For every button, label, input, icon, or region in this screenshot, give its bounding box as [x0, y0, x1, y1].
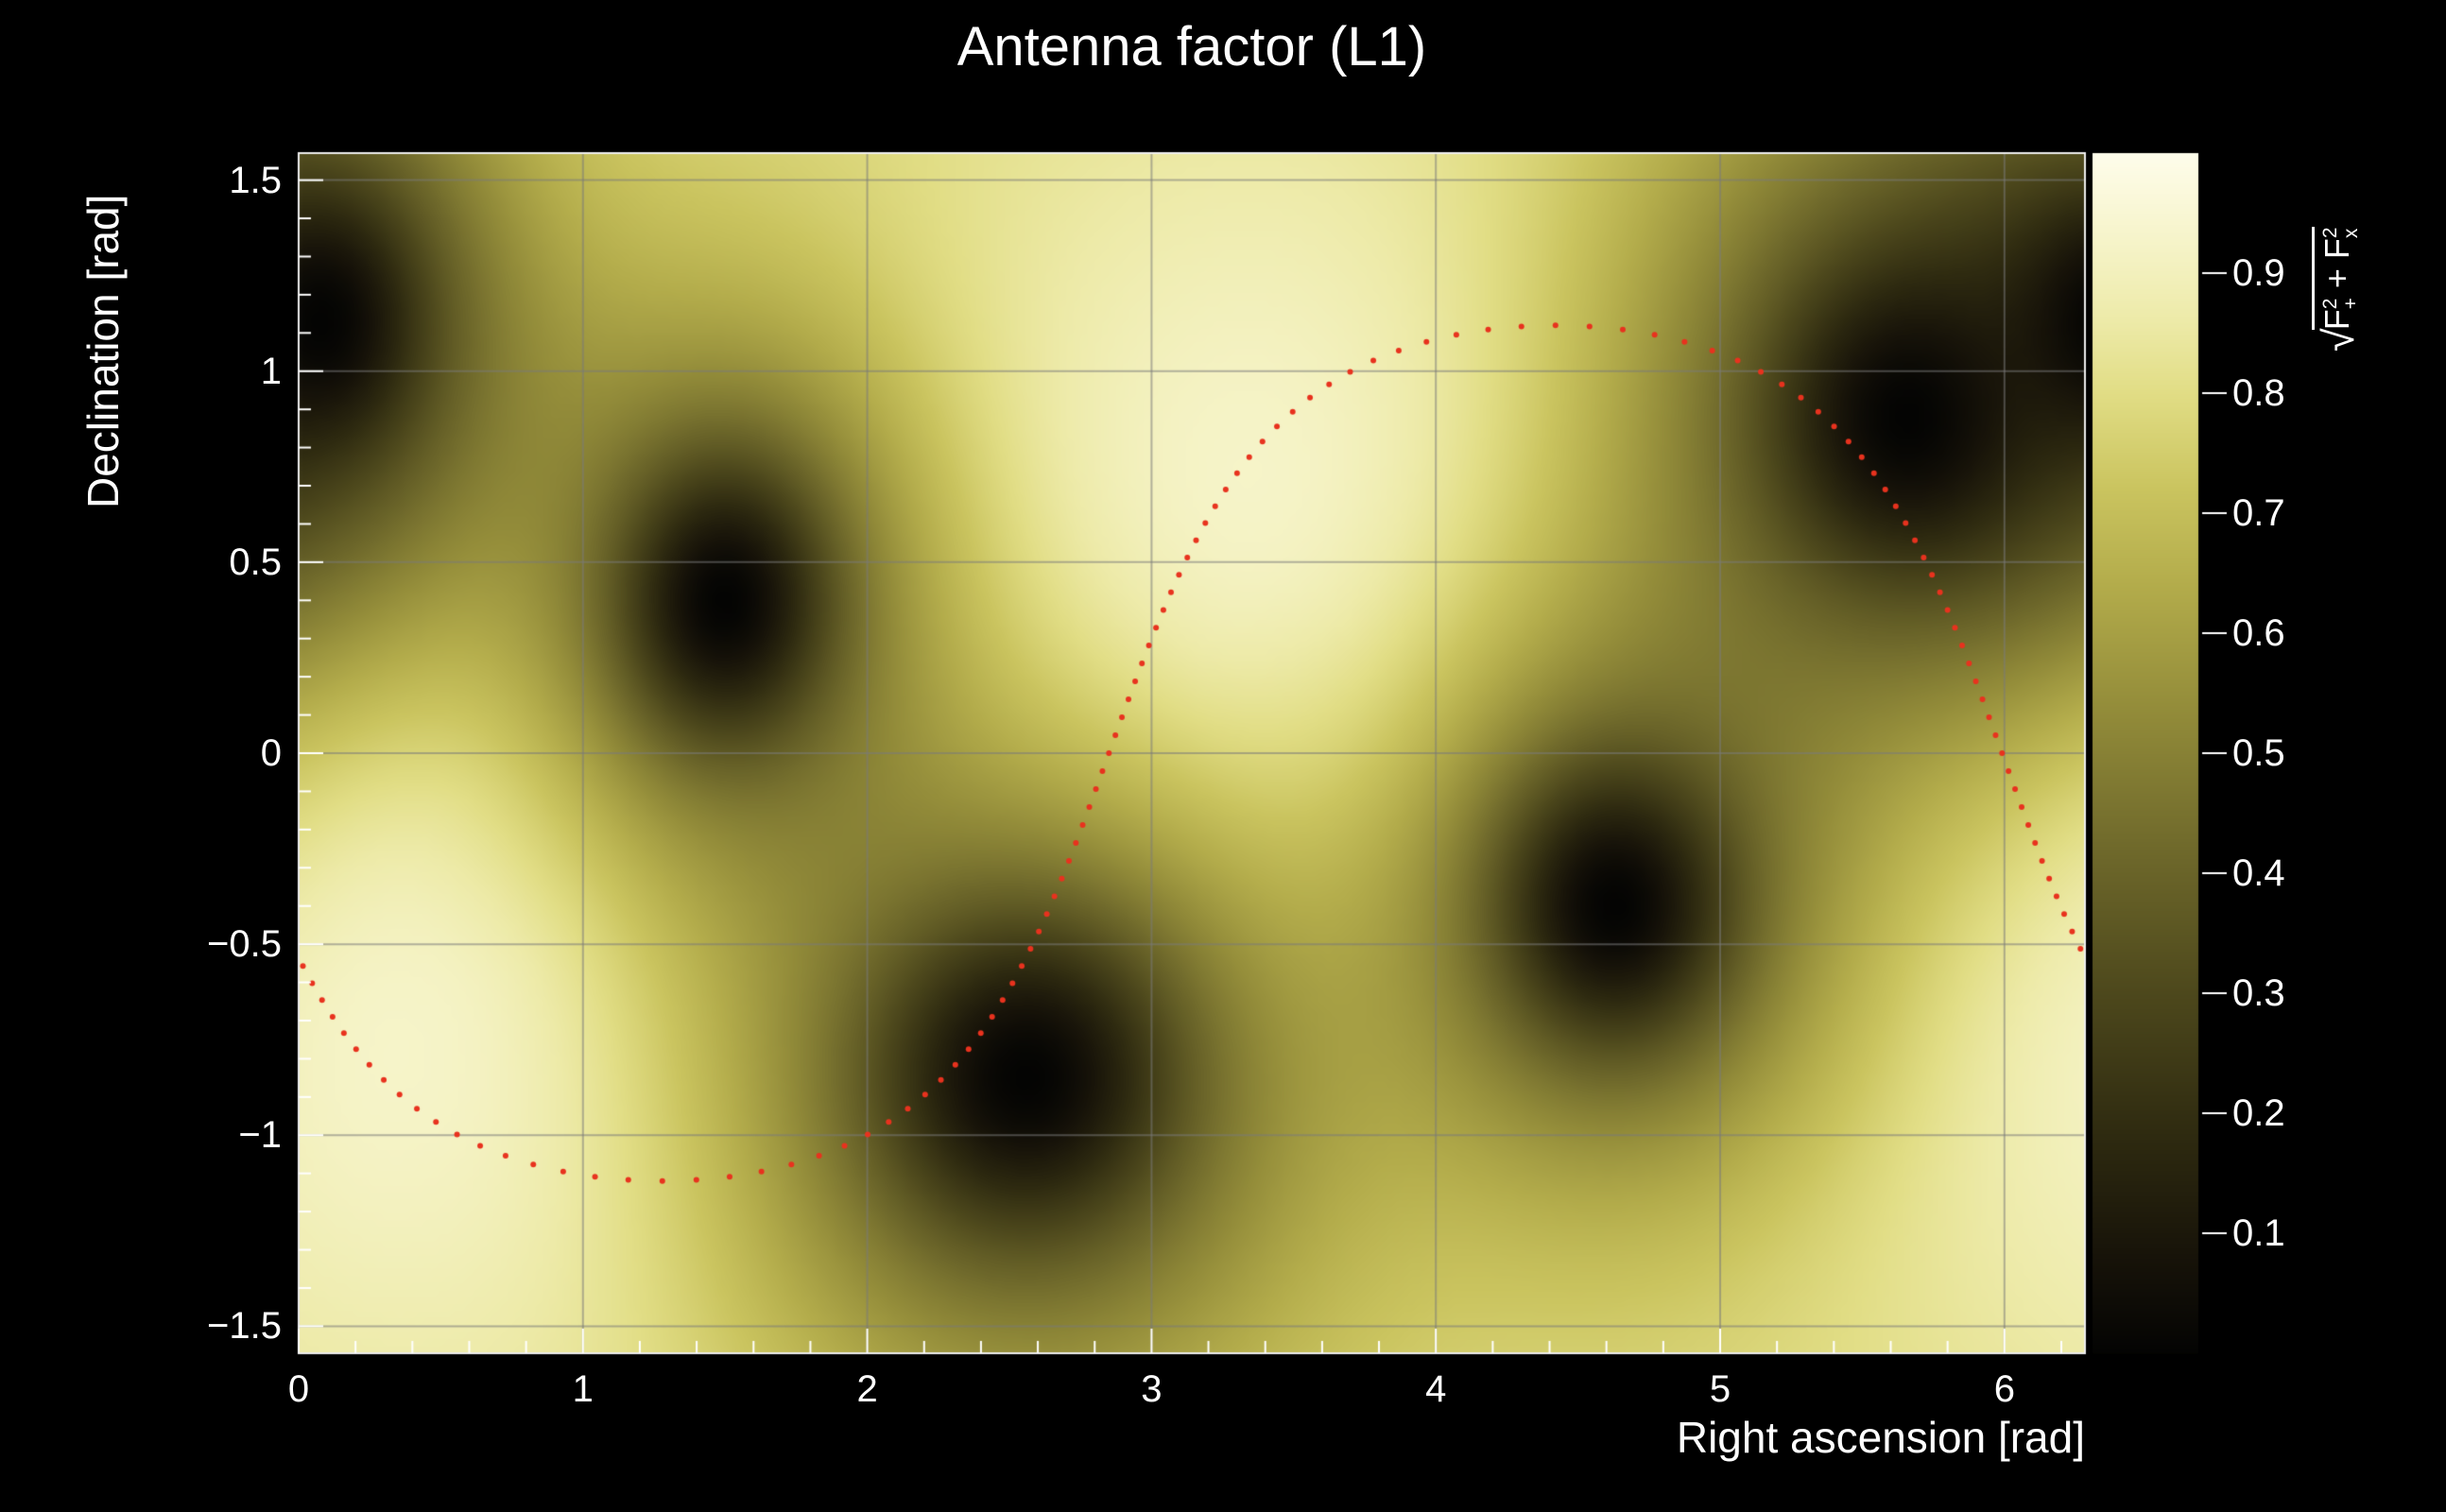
colorbar-tick-label: 0.9 [2232, 252, 2285, 294]
y-tick-label: −1 [238, 1114, 282, 1157]
x-tick-label: 5 [1709, 1368, 1731, 1410]
f-plus-scripts: 2 + [2319, 298, 2363, 310]
x-tick-label: 2 [856, 1368, 878, 1410]
x-tick-label: 0 [287, 1368, 310, 1410]
colorbar-tick-label: 0.7 [2232, 492, 2285, 534]
x-tick-label: 6 [1993, 1368, 2015, 1410]
f-cross-symbol: F [2317, 238, 2356, 260]
x-axis-title: Right ascension [rad] [1676, 1413, 2085, 1462]
y-tick-label: −1.5 [207, 1305, 282, 1348]
x-tick-label: 4 [1425, 1368, 1447, 1410]
f-plus-symbol: F [2317, 309, 2356, 331]
colorbar-tick-label: 0.3 [2232, 972, 2285, 1014]
y-tick-label: −0.5 [207, 923, 282, 966]
x-tick-label: 3 [1141, 1368, 1163, 1410]
colorbar-tick-label: 0.4 [2232, 852, 2285, 894]
y-tick-label: 1 [260, 350, 282, 392]
y-axis-title: Declination [rad] [78, 194, 128, 508]
colorbar-tick-label: 0.1 [2232, 1212, 2285, 1254]
plot-title: Antenna factor (L1) [956, 16, 1427, 77]
y-tick-label: 0 [260, 732, 282, 774]
y-tick-label: 0.5 [229, 541, 282, 583]
sqrt-symbol: √ [2315, 328, 2364, 352]
colorbar-tick-label: 0.6 [2232, 612, 2285, 654]
colorbar-tick-label: 0.5 [2232, 732, 2285, 774]
y-tick-label: 1.5 [229, 159, 282, 201]
x-tick-label: 1 [572, 1368, 594, 1410]
plus-sign: + [2317, 259, 2356, 299]
colorbar-tick-label: 0.8 [2232, 372, 2285, 414]
colorbar-tick-label: 0.2 [2232, 1092, 2285, 1134]
